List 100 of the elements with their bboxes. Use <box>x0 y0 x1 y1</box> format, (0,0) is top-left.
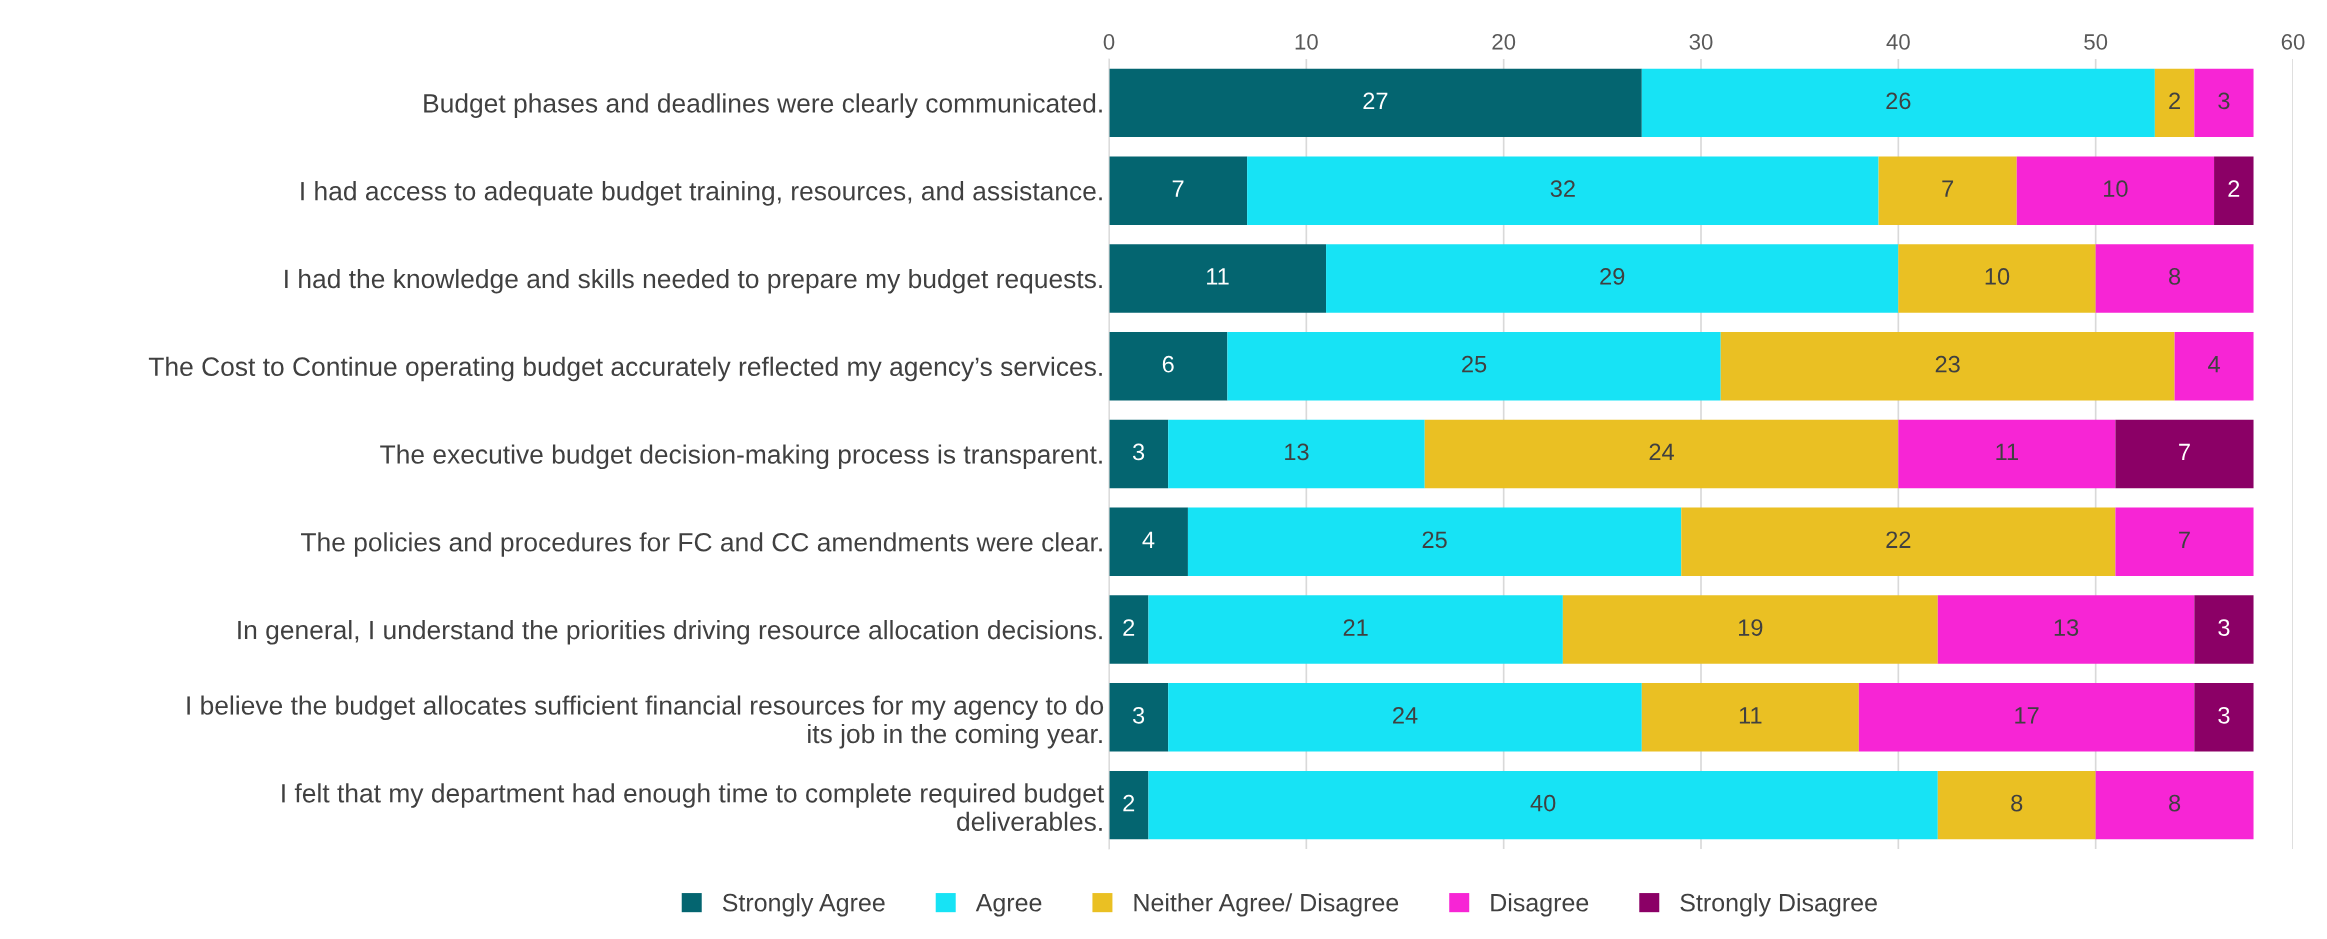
bar <box>1247 156 1879 225</box>
bar <box>1109 419 1169 489</box>
bar <box>1641 68 2155 138</box>
x-tick-label: 60 <box>2281 34 2305 50</box>
x-tick-label: 0 <box>1103 34 1115 50</box>
legend-label: Agree <box>975 894 1042 917</box>
x-tick-label: 20 <box>1492 34 1516 50</box>
data-label: 3 <box>1132 443 1145 461</box>
bar <box>1109 68 1642 138</box>
data-label: 8 <box>2169 794 2181 812</box>
data-label: 22 <box>1886 531 1911 548</box>
data-label: 7 <box>1942 180 1954 197</box>
data-label: 7 <box>2179 531 2190 548</box>
bar <box>2115 419 2254 489</box>
bar <box>1898 419 2116 489</box>
data-label: 19 <box>1739 619 1763 636</box>
bar <box>2174 331 2254 401</box>
bar <box>2095 244 2254 313</box>
bar <box>1937 595 2195 664</box>
y-tick-label: The Cost to Continue operating budget accurately reflected my agency’s services. <box>148 356 1102 382</box>
bar <box>1641 683 1859 752</box>
bar <box>1109 331 1228 401</box>
bar <box>1227 331 1721 401</box>
bar <box>1898 244 2096 313</box>
bar <box>1168 683 1642 752</box>
bar <box>2115 507 2254 577</box>
legend-label: Strongly Disagree <box>1680 893 1877 917</box>
y-tick-label: The policies and procedures for FC and CC amendments were clear. <box>301 532 1102 557</box>
bar <box>1424 419 1899 489</box>
bar <box>1937 770 2096 840</box>
bar <box>2214 156 2254 225</box>
bar <box>1109 507 1188 577</box>
data-label: 21 <box>1343 619 1368 636</box>
data-label: 27 <box>1363 92 1388 109</box>
data-label: 11 <box>1207 268 1229 285</box>
data-label: 3 <box>2218 92 2230 110</box>
y-tick-label: Budget phases and deadlines were clearly communicated. <box>424 93 1102 118</box>
bar <box>1562 595 1938 664</box>
data-label: 11 <box>1739 707 1762 724</box>
data-label: 3 <box>2218 706 2230 724</box>
data-label: 24 <box>1393 706 1418 724</box>
data-label: 2 <box>1123 619 1135 636</box>
data-label: 29 <box>1600 268 1625 285</box>
bar <box>1326 244 1899 313</box>
bar <box>2194 683 2254 752</box>
data-label: 13 <box>1285 443 1309 461</box>
legend-label: Strongly Agree <box>722 893 885 917</box>
x-tick-label: 10 <box>1295 34 1318 50</box>
data-label: 25 <box>1422 531 1447 549</box>
bar <box>2095 770 2254 840</box>
data-label: 13 <box>2054 619 2079 636</box>
data-label: 3 <box>1132 706 1145 724</box>
data-label: 6 <box>1162 355 1174 373</box>
data-label: 8 <box>2011 794 2023 812</box>
bar <box>2016 156 2215 225</box>
bar <box>2154 68 2195 138</box>
bar <box>1187 507 1682 577</box>
y-tick-label: I felt that my department had enough time to complete required budget deliverables. <box>282 783 1105 832</box>
data-label: 40 <box>1530 794 1556 812</box>
bar <box>1878 156 2017 225</box>
bar <box>1109 770 1149 840</box>
data-label: 2 <box>1123 794 1135 812</box>
data-label: 32 <box>1550 180 1575 197</box>
x-tick-label: 30 <box>1689 34 1713 50</box>
data-label: 17 <box>2015 707 2039 724</box>
data-label: 24 <box>1649 443 1674 461</box>
data-label: 8 <box>2169 268 2181 285</box>
x-tick-label: 40 <box>1886 34 1910 50</box>
y-tick-label: The executive budget decision-making process is transparent. <box>380 444 1102 470</box>
bar <box>1148 770 1938 840</box>
bar <box>1148 595 1563 664</box>
bar <box>1858 683 2195 752</box>
y-tick-label: I had access to adequate budget training, resources, and assistance. <box>301 181 1102 206</box>
y-tick-label: In general, I understand the priorities driving resource allocation decisions. <box>238 619 1102 645</box>
bar <box>1109 683 1169 752</box>
data-label: 7 <box>2179 443 2190 461</box>
data-label: 25 <box>1462 355 1487 373</box>
data-label: 4 <box>2208 356 2220 373</box>
bar <box>1168 419 1425 489</box>
data-label: 2 <box>2228 180 2240 197</box>
bar <box>1720 331 2175 401</box>
bar <box>1681 507 2116 577</box>
data-label: 4 <box>1142 531 1155 548</box>
bar <box>1109 595 1149 664</box>
data-label: 23 <box>1935 355 1960 373</box>
bar <box>1109 156 1248 225</box>
data-label: 2 <box>2169 92 2180 109</box>
data-label: 26 <box>1886 92 1911 110</box>
y-tick-label: I believe the budget allocates sufficient financial resources for my agency to do its job in the coming year. <box>187 695 1104 749</box>
data-label: 7 <box>1172 180 1184 197</box>
bar <box>2194 68 2254 138</box>
data-label: 3 <box>2218 619 2230 636</box>
data-label: 10 <box>2104 180 2128 197</box>
legend-label: Neither Agree/ Disagree <box>1134 893 1399 917</box>
bar <box>2194 595 2254 664</box>
data-label: 10 <box>1985 268 2010 285</box>
bar <box>1109 244 1327 313</box>
legend-label: Disagree <box>1491 893 1589 917</box>
y-tick-label: I had the knowledge and skills needed to prepare my budget requests. <box>285 268 1102 294</box>
x-tick-label: 50 <box>2084 34 2108 50</box>
